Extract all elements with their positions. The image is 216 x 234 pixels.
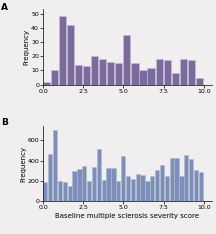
Bar xyxy=(160,165,164,201)
Bar xyxy=(92,167,96,201)
Bar xyxy=(83,66,90,85)
Bar xyxy=(140,175,145,201)
Bar xyxy=(126,176,130,201)
Text: A: A xyxy=(1,3,8,12)
Bar xyxy=(72,171,77,201)
Bar xyxy=(53,130,57,201)
Bar xyxy=(67,25,74,85)
Bar xyxy=(172,73,179,85)
Bar xyxy=(75,65,82,85)
Bar xyxy=(87,181,91,201)
Bar xyxy=(43,82,50,85)
Bar xyxy=(148,68,155,85)
Bar xyxy=(102,180,106,201)
Bar xyxy=(43,183,48,201)
Bar xyxy=(99,59,106,85)
Bar xyxy=(111,168,116,201)
Bar xyxy=(68,186,72,201)
Bar xyxy=(131,179,135,201)
Bar xyxy=(179,59,187,85)
Bar xyxy=(170,158,174,201)
Bar xyxy=(194,170,198,201)
Bar xyxy=(164,60,171,85)
Bar xyxy=(116,181,120,201)
Bar xyxy=(184,155,189,201)
Bar xyxy=(156,59,163,85)
Bar xyxy=(155,170,159,201)
Bar xyxy=(145,181,150,201)
Bar xyxy=(121,157,125,201)
Bar xyxy=(189,159,193,201)
Bar xyxy=(115,63,122,85)
Bar xyxy=(150,176,154,201)
Bar xyxy=(175,157,179,201)
Bar xyxy=(165,176,169,201)
Bar xyxy=(199,172,203,201)
Bar xyxy=(63,183,67,201)
Bar xyxy=(59,16,66,85)
Y-axis label: Frequency: Frequency xyxy=(20,146,26,182)
Bar xyxy=(51,70,58,85)
X-axis label: Baseline multiple sclerosis severity score: Baseline multiple sclerosis severity sco… xyxy=(56,213,199,219)
Bar xyxy=(188,60,195,85)
Bar xyxy=(107,62,114,85)
Bar xyxy=(77,169,81,201)
Bar xyxy=(82,166,86,201)
Y-axis label: Frequency: Frequency xyxy=(24,29,30,65)
Bar xyxy=(132,63,138,85)
Bar xyxy=(179,176,184,201)
Bar xyxy=(123,35,130,85)
Bar xyxy=(140,70,146,85)
Bar xyxy=(91,56,98,85)
Bar xyxy=(58,181,62,201)
Bar xyxy=(48,154,52,201)
Bar xyxy=(97,149,101,201)
Bar xyxy=(106,168,111,201)
Bar xyxy=(136,174,140,201)
Text: B: B xyxy=(1,118,8,128)
Bar xyxy=(196,77,203,85)
